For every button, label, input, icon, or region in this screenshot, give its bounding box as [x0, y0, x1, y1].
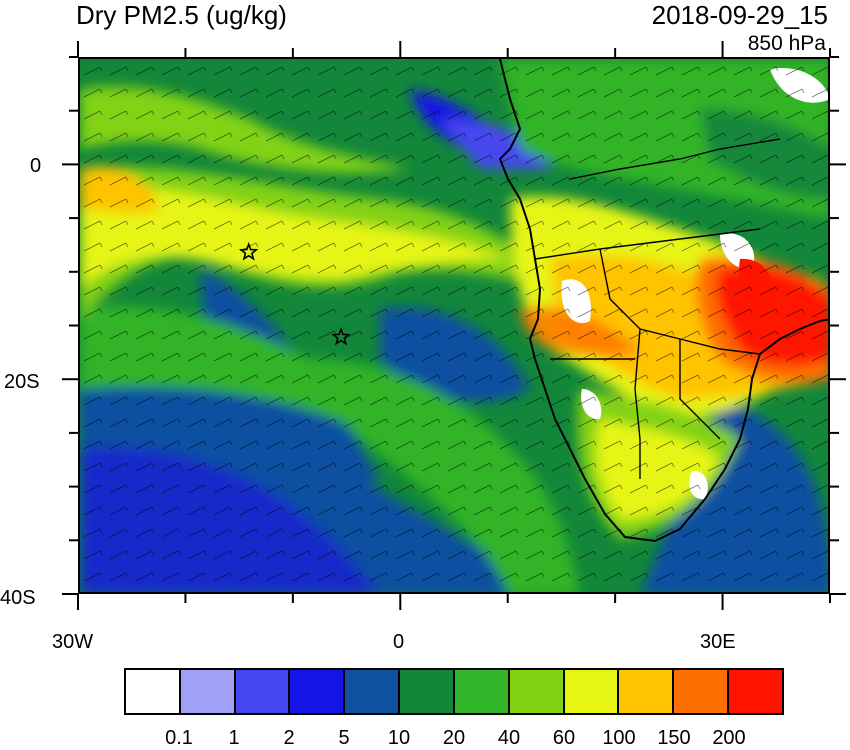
colorbar-box — [564, 670, 620, 713]
colorbar-box — [400, 670, 455, 713]
colorbar-label: 5 — [338, 727, 350, 749]
colorbar-box — [180, 670, 236, 713]
colorbar-box — [345, 670, 401, 713]
colorbar-label: 200 — [712, 727, 746, 749]
colorbar-box — [235, 670, 291, 713]
colorbar-box — [454, 670, 510, 713]
wind-barbs — [80, 59, 828, 592]
colorbar-box — [619, 670, 675, 713]
colorbar-label: 1 — [228, 727, 240, 749]
colorbar-label: 60 — [552, 727, 576, 749]
pressure-level: 850 hPa — [747, 32, 826, 55]
x-tick-30e: 30E — [700, 631, 736, 653]
colorbar-box — [509, 670, 565, 713]
star-marker-2 — [331, 326, 351, 346]
colorbar-label: 2 — [283, 727, 295, 749]
colorbar-box — [290, 670, 346, 713]
colorbar-label: 40 — [497, 727, 521, 749]
x-tick-30w: 30W — [52, 631, 94, 653]
x-tick-0: 0 — [393, 631, 405, 653]
y-tick-40s: 40S — [0, 587, 36, 609]
map-panel — [78, 57, 830, 594]
colorbar — [124, 668, 784, 715]
colorbar-box — [126, 670, 181, 713]
y-tick-0: 0 — [30, 155, 42, 177]
pm25-field — [80, 59, 828, 592]
colorbar-box — [729, 670, 782, 713]
colorbar-label: 20 — [442, 727, 466, 749]
colorbar-label: 100 — [602, 727, 636, 749]
colorbar-box — [674, 670, 730, 713]
star-marker-1 — [238, 242, 259, 261]
colorbar-label: 0.1 — [165, 727, 193, 749]
y-tick-20s: 20S — [4, 371, 40, 393]
colorbar-label: 150 — [657, 727, 691, 749]
marker-layer — [238, 242, 351, 346]
valid-time: 2018-09-29_15 — [651, 0, 828, 30]
colorbar-label: 10 — [387, 727, 411, 749]
map-title: Dry PM2.5 (ug/kg) — [76, 0, 287, 30]
